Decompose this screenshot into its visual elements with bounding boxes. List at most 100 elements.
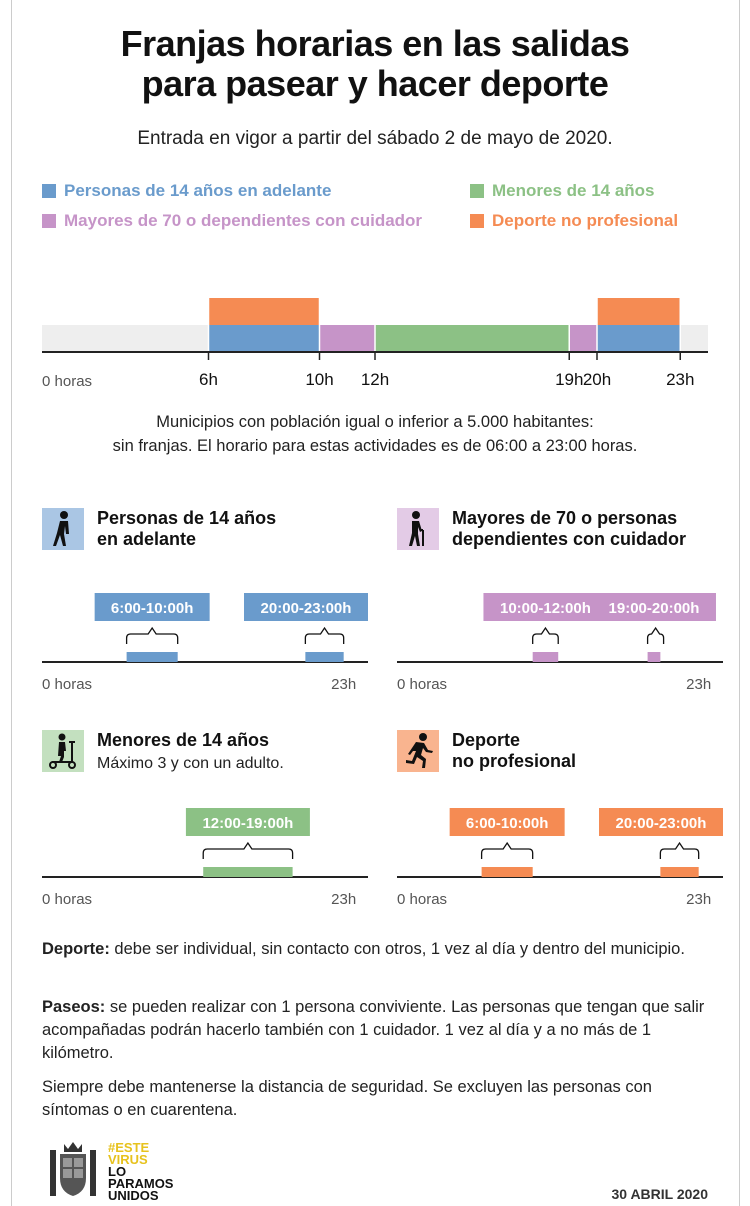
axis-end-label: 23h [686, 676, 711, 693]
range-label-box [244, 593, 368, 621]
range-bar [126, 652, 178, 662]
legend-label: Mayores de 70 o dependientes con cuidado… [64, 211, 423, 230]
range-label-box [185, 808, 310, 836]
axis-start-label: 0 horas [397, 891, 447, 908]
panel-title: Mayores de 70 o personas [452, 508, 678, 528]
campaign-logo: #ESTE VIRUS LO PARAMOS UNIDOS [108, 1140, 174, 1203]
timeline-bar [597, 298, 681, 325]
rule-label: Paseos: [42, 998, 106, 1016]
range-label: 20:00-23:00h [261, 600, 352, 617]
range-bracket [304, 626, 345, 644]
legend-swatch-green [470, 184, 484, 198]
page-title: Franjas horarias en las salidas para pas… [0, 24, 750, 104]
campaign-text: VIRUS [108, 1152, 148, 1167]
panel-title: Menores de 14 años [97, 730, 270, 750]
tick-label: 6h [199, 370, 218, 389]
scooter-kid-icon [42, 730, 84, 772]
runner-icon [397, 730, 439, 772]
panel-title: Personas de 14 años [97, 508, 277, 528]
axis-end-label: 23h [331, 676, 356, 693]
range-label: 10:00-12:00h [500, 600, 591, 617]
axis-end-label: 23h [331, 891, 356, 908]
tick-label: 23h [666, 370, 694, 389]
range-bar [305, 652, 344, 662]
axis-start-label: 0 horas [397, 676, 447, 693]
range-bracket [532, 626, 559, 644]
range-bracket [202, 841, 294, 859]
range-bar [481, 867, 533, 877]
chart-elderly: 10:00-12:00h 19:00-20:00h 0 horas 23h [397, 593, 723, 693]
title-line-1: Franjas horarias en las salidas [120, 23, 630, 64]
axis-end-label: 23h [686, 891, 711, 908]
axis-start-label: 0 horas [42, 891, 92, 908]
note-line-1: Municipios con población igual o inferio… [156, 413, 594, 431]
range-label-box [94, 593, 210, 621]
panel-elderly-header: Mayores de 70 o personas dependientes co… [397, 508, 686, 550]
rule-label: Deporte: [42, 940, 110, 958]
panel-title: dependientes con cuidador [452, 529, 687, 549]
timeline-bar [319, 325, 375, 352]
range-label-box [483, 593, 608, 621]
panel-title: no profesional [452, 751, 577, 771]
campaign-text: PARAMOS [108, 1176, 174, 1191]
panel-subtitle: Máximo 3 y con un adulto. [97, 755, 284, 772]
rule-deporte: Deporte: debe ser individual, sin contac… [42, 938, 714, 961]
legend-label: Deporte no profesional [492, 211, 679, 230]
elderly-cane-icon [397, 508, 439, 550]
range-label: 6:00-10:00h [111, 600, 194, 617]
panel-sport-header: Deporte no profesional [397, 730, 576, 772]
publication-date: 30 ABRIL 2020 [611, 1186, 709, 1202]
rule-general: Siempre debe mantenerse la distancia de … [42, 1078, 652, 1119]
range-label: 6:00-10:00h [466, 815, 549, 832]
chart-sport: 6:00-10:00h 20:00-23:00h 0 horas 23h [397, 808, 723, 908]
timeline-bar [208, 298, 320, 325]
campaign-text: #ESTE [108, 1140, 150, 1155]
legend-item-adults: Personas de 14 años en adelante [42, 181, 331, 201]
panel-title: Deporte [452, 730, 521, 750]
coat-of-arms-logo [46, 1140, 100, 1205]
legend-swatch-orange [470, 214, 484, 228]
range-bracket [646, 626, 665, 644]
axis-start-label: 0 horas [42, 373, 92, 390]
chart-kids: 12:00-19:00h 0 horas 23h [42, 808, 368, 908]
range-bar [660, 867, 699, 877]
range-label: 19:00-20:00h [609, 600, 700, 617]
main-timeline-chart: 6h 10h 12h 19h 20h 23h 0 horas [42, 298, 708, 390]
axis-start-label: 0 horas [42, 676, 92, 693]
panel-kids-header: Menores de 14 años Máximo 3 y con un adu… [42, 730, 284, 773]
tick-label: 12h [361, 370, 389, 389]
subtitle: Entrada en vigor a partir del sábado 2 d… [137, 128, 613, 149]
range-bar [203, 867, 293, 877]
panel-title: en adelante [97, 529, 197, 549]
range-bar [647, 652, 661, 662]
range-bracket [125, 626, 179, 644]
small-municipalities-note: Municipios con población igual o inferio… [40, 410, 710, 458]
range-label: 12:00-19:00h [202, 815, 293, 832]
timeline-bar [569, 325, 597, 352]
timeline-bar [208, 325, 320, 352]
campaign-text: UNIDOS [108, 1188, 159, 1203]
panel-adults-header: Personas de 14 años en adelante [42, 508, 276, 550]
tick-label: 10h [305, 370, 333, 389]
legend-swatch-purple [42, 214, 56, 228]
rule-paseos: Paseos: se pueden realizar con 1 persona… [42, 996, 714, 1065]
legend-swatch-blue [42, 184, 56, 198]
legend-item-kids: Menores de 14 años [470, 181, 655, 201]
range-label-box [599, 808, 723, 836]
tick-label: 19h [555, 370, 583, 389]
range-label: 20:00-23:00h [616, 815, 707, 832]
legend-label: Personas de 14 años en adelante [64, 181, 332, 200]
legend-item-sport: Deporte no profesional [470, 211, 678, 231]
campaign-text: LO [108, 1164, 127, 1179]
range-label-box [449, 808, 565, 836]
range-bracket [659, 841, 700, 859]
tick-label: 20h [583, 370, 611, 389]
legend-label: Menores de 14 años [492, 181, 655, 200]
range-bar [532, 652, 559, 662]
timeline-bar [375, 325, 570, 352]
range-label-box [591, 593, 716, 621]
chart-adults: 6:00-10:00h 20:00-23:00h 0 horas 23h [42, 593, 368, 693]
title-line-2: para pasear y hacer deporte [141, 63, 609, 104]
note-line-2: sin franjas. El horario para estas activ… [112, 437, 638, 455]
walking-person-icon [42, 508, 84, 550]
